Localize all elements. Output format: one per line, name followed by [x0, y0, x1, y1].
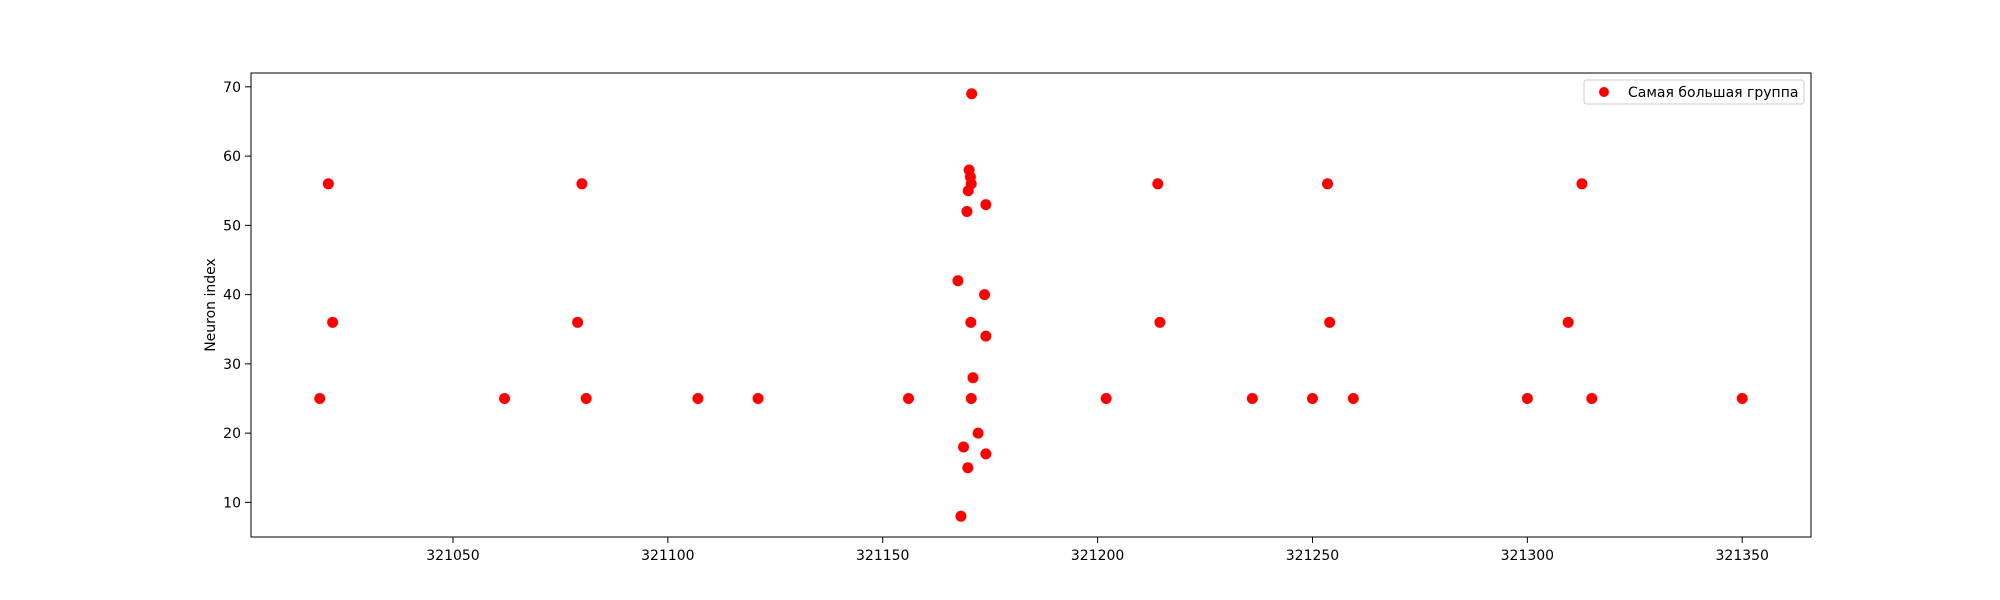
scatter-point: [1306, 392, 1318, 404]
scatter-point: [1521, 392, 1533, 404]
scatter-point: [980, 448, 992, 460]
scatter-point: [1586, 392, 1598, 404]
scatter-point: [980, 330, 992, 342]
scatter-point: [966, 88, 978, 100]
y-tick-label: 70: [223, 80, 241, 96]
x-tick-label: 321350: [1716, 548, 1769, 564]
x-tick-label: 321100: [641, 548, 694, 564]
scatter-point: [980, 199, 992, 211]
scatter-point: [965, 178, 977, 190]
scatter-point: [1152, 178, 1164, 190]
x-tick-label: 321250: [1286, 548, 1339, 564]
points-layer: [314, 88, 1748, 522]
scatter-point: [1736, 392, 1748, 404]
scatter-point: [692, 392, 704, 404]
scatter-point: [961, 206, 973, 218]
scatter-point: [572, 316, 584, 328]
scatter-point: [965, 316, 977, 328]
scatter-point: [1324, 316, 1336, 328]
x-tick-label: 321050: [426, 548, 479, 564]
x-tick-label: 321150: [856, 548, 909, 564]
scatter-point: [979, 289, 991, 301]
scatter-point: [1154, 316, 1166, 328]
scatter-point: [1562, 316, 1574, 328]
scatter-point: [955, 510, 967, 522]
scatter-point: [1347, 392, 1359, 404]
scatter-point: [752, 392, 764, 404]
scatter-point: [327, 316, 339, 328]
scatter-point: [903, 392, 915, 404]
scatter-point: [576, 178, 588, 190]
scatter-point: [1100, 392, 1112, 404]
scatter-point: [952, 275, 964, 287]
scatter-point: [967, 372, 979, 384]
scatter-point: [1322, 178, 1334, 190]
scatter-point: [972, 427, 984, 439]
y-axis: 10 20 30 40 50 60 70: [223, 80, 251, 511]
x-axis: 321050 321100 321150 321200 321250 321300 3213…: [426, 537, 1769, 564]
y-tick-label: 50: [223, 218, 241, 234]
y-tick-label: 30: [223, 357, 241, 373]
y-tick-label: 60: [223, 149, 241, 165]
legend-marker: [1599, 87, 1609, 97]
plot-frame: [250, 72, 1812, 538]
legend-box: [1583, 79, 1805, 105]
y-axis-label: Neuron index: [203, 258, 219, 352]
scatter-point: [314, 392, 326, 404]
y-tick-label: 40: [223, 288, 241, 304]
legend-entry-label: Самая большая группа: [1628, 85, 1798, 101]
scatter-point: [322, 178, 334, 190]
y-tick-label: 20: [223, 426, 241, 442]
x-tick-label: 321300: [1501, 548, 1554, 564]
scatter-point: [1246, 392, 1258, 404]
scatter-point: [962, 462, 974, 474]
x-tick-label: 321200: [1071, 548, 1124, 564]
scatter-point: [499, 392, 511, 404]
scatter-point: [958, 441, 970, 453]
legend: Самая большая группа: [1583, 79, 1805, 105]
scatter-point: [965, 392, 977, 404]
scatter-point: [1576, 178, 1588, 190]
scatter-point: [580, 392, 592, 404]
y-tick-label: 10: [223, 495, 241, 511]
